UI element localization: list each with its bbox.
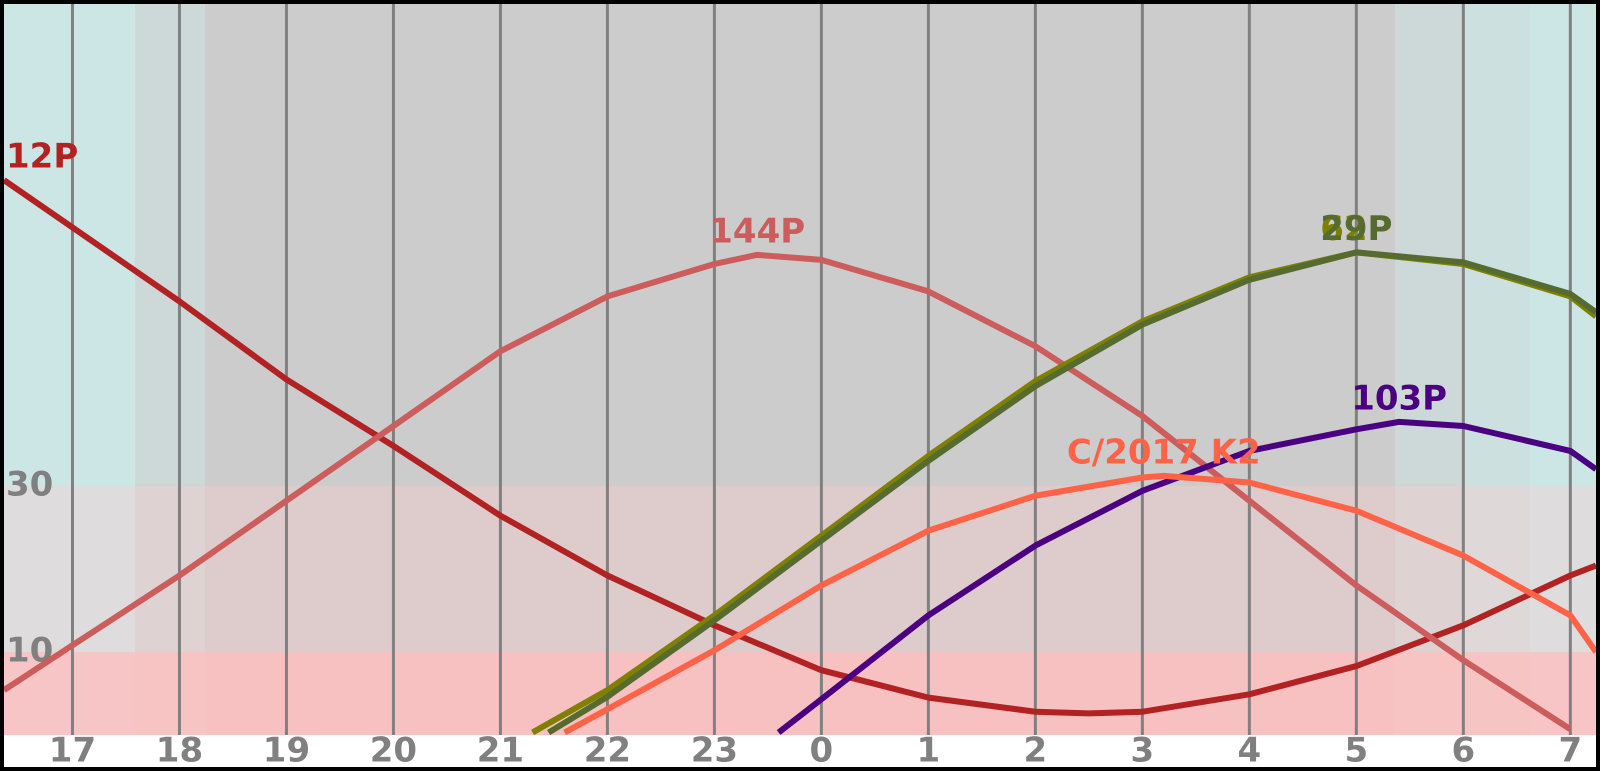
- series-label: 144P: [709, 211, 805, 251]
- series-label: 12P: [6, 137, 78, 177]
- x-tick-label: 1: [917, 731, 941, 771]
- x-tick-label: 17: [49, 731, 96, 771]
- series-label: C/2017 K2: [1067, 432, 1261, 472]
- series-label: 29P: [1320, 209, 1392, 249]
- line: [563, 472, 1599, 736]
- x-tick-label: 5: [1345, 731, 1369, 771]
- series-label: 62P: [1320, 209, 1392, 249]
- x-tick-label: 21: [477, 731, 524, 771]
- twilight: [1395, 4, 1465, 735]
- line: [776, 418, 1598, 735]
- x-tick-label: 20: [370, 731, 417, 771]
- x-tick-label: 3: [1131, 731, 1155, 771]
- background: [4, 4, 1596, 735]
- x-tick-label: 22: [584, 731, 631, 771]
- horizon-band: [4, 651, 1596, 735]
- x-tick-label: 7: [1558, 731, 1582, 771]
- series-label: 103P: [1351, 378, 1447, 418]
- y-tick-label: 30: [6, 464, 53, 504]
- twilight: [1465, 4, 1530, 735]
- line: [2, 177, 1598, 717]
- x-tick-label: 0: [810, 731, 834, 771]
- line: [2, 251, 1572, 732]
- x-tick-label: 19: [263, 731, 310, 771]
- x-tick-label: 2: [1024, 731, 1048, 771]
- line: [547, 249, 1598, 736]
- x-tick-label: 4: [1238, 731, 1262, 771]
- x-tick-label: 6: [1451, 731, 1475, 771]
- night: [205, 4, 1395, 735]
- x-tick-label: 23: [691, 731, 738, 771]
- x-tick-label: 18: [156, 731, 203, 771]
